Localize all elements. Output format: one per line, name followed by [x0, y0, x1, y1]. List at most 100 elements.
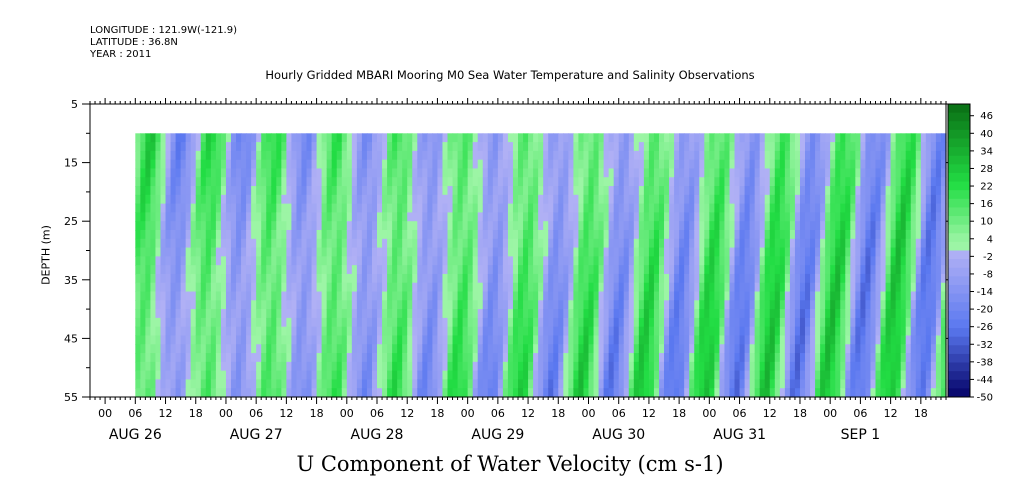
heatmap-cell — [689, 335, 695, 345]
heatmap-cell — [900, 168, 907, 178]
heatmap-cell — [543, 273, 549, 284]
heatmap-cell — [523, 186, 529, 196]
heatmap-cell — [734, 344, 741, 354]
heatmap-cell — [366, 388, 373, 398]
heatmap-cell — [472, 273, 479, 284]
heatmap-cell — [799, 168, 806, 178]
heatmap-cell — [487, 388, 494, 398]
heatmap-cell — [543, 194, 549, 205]
heatmap-cell — [759, 221, 766, 231]
heatmap-cell — [835, 291, 841, 301]
heatmap-cell — [593, 203, 600, 214]
heatmap-cell — [316, 353, 323, 363]
heatmap-cell — [447, 317, 454, 328]
heatmap-cell — [382, 370, 388, 381]
heatmap-cell — [326, 326, 333, 337]
heatmap-cell — [905, 388, 912, 398]
heatmap-cell — [895, 344, 902, 354]
heatmap-cell — [608, 168, 615, 178]
heatmap-cell — [185, 300, 192, 310]
heatmap-cell — [215, 142, 222, 152]
heatmap-cell — [321, 247, 328, 257]
heatmap-cell — [623, 256, 630, 266]
heatmap-cell — [910, 150, 917, 161]
heatmap-cell — [679, 247, 685, 257]
heatmap-cell — [764, 256, 771, 266]
heatmap-cell — [241, 203, 247, 214]
heatmap-cell — [825, 221, 831, 231]
heatmap-cell — [825, 168, 831, 178]
heatmap-cell — [653, 370, 660, 381]
heatmap-cell — [734, 221, 741, 231]
heatmap-cell — [704, 177, 710, 187]
heatmap-cell — [553, 361, 559, 372]
heatmap-cell — [482, 203, 489, 214]
heatmap-cell — [759, 344, 766, 354]
heatmap-cell — [789, 142, 796, 152]
heatmap-cell — [175, 353, 182, 363]
heatmap-cell — [241, 291, 247, 301]
heatmap-cell — [704, 256, 710, 266]
heatmap-cell — [603, 344, 610, 354]
heatmap-cell — [608, 344, 615, 354]
heatmap-cell — [528, 247, 534, 257]
heatmap-cell — [583, 361, 590, 372]
heatmap-cell — [422, 221, 428, 231]
heatmap-cell — [840, 309, 846, 319]
heatmap-cell — [689, 379, 695, 389]
heatmap-cell — [704, 221, 710, 231]
heatmap-cell — [734, 168, 741, 178]
heatmap-cell — [825, 247, 831, 257]
heatmap-cell — [210, 194, 217, 205]
heatmap-cell — [482, 370, 489, 381]
heatmap-cell — [271, 379, 277, 389]
heatmap-cell — [482, 282, 489, 293]
heatmap-cell — [341, 379, 348, 389]
heatmap-cell — [135, 159, 141, 170]
heatmap-cell — [417, 256, 423, 266]
heatmap-cell — [200, 353, 207, 363]
heatmap-cell — [407, 238, 413, 249]
heatmap-cell — [689, 247, 695, 257]
heatmap-cell — [371, 335, 378, 345]
heatmap-cell — [301, 203, 308, 214]
heatmap-cell — [940, 177, 947, 187]
heatmap-cell — [301, 291, 308, 301]
heatmap-cell — [739, 186, 746, 196]
heatmap-cell — [805, 194, 811, 205]
heatmap-cell — [236, 326, 242, 337]
heatmap-cell — [669, 353, 675, 363]
heatmap-cell — [810, 317, 816, 328]
heatmap-cell — [371, 388, 378, 398]
heatmap-cell — [830, 238, 836, 249]
heatmap-cell — [366, 150, 373, 161]
heatmap-cell — [784, 361, 791, 372]
heatmap-cell — [885, 186, 892, 196]
heatmap-cell — [326, 194, 333, 205]
heatmap-cell — [759, 150, 766, 161]
heatmap-cell — [331, 159, 338, 170]
heatmap-cell — [371, 291, 378, 301]
heatmap-cell — [457, 309, 464, 319]
heatmap-cell — [366, 203, 373, 214]
heatmap-cell — [296, 203, 303, 214]
heatmap-cell — [326, 344, 333, 354]
heatmap-cell — [361, 203, 368, 214]
heatmap-cell — [135, 186, 141, 196]
heatmap-cell — [346, 150, 353, 161]
heatmap-cell — [628, 203, 635, 214]
heatmap-cell — [512, 247, 519, 257]
heatmap-cell — [724, 168, 731, 178]
heatmap-cell — [472, 265, 479, 275]
heatmap-cell — [346, 186, 353, 196]
heatmap-cell — [593, 142, 600, 152]
heatmap-cell — [412, 353, 418, 363]
heatmap-cell — [689, 265, 695, 275]
heatmap-cell — [729, 265, 736, 275]
heatmap-cell — [719, 256, 726, 266]
heatmap-cell — [895, 326, 902, 337]
heatmap-cell — [205, 300, 212, 310]
heatmap-cell — [840, 142, 846, 152]
heatmap-cell — [935, 159, 942, 170]
heatmap-cell — [185, 353, 192, 363]
